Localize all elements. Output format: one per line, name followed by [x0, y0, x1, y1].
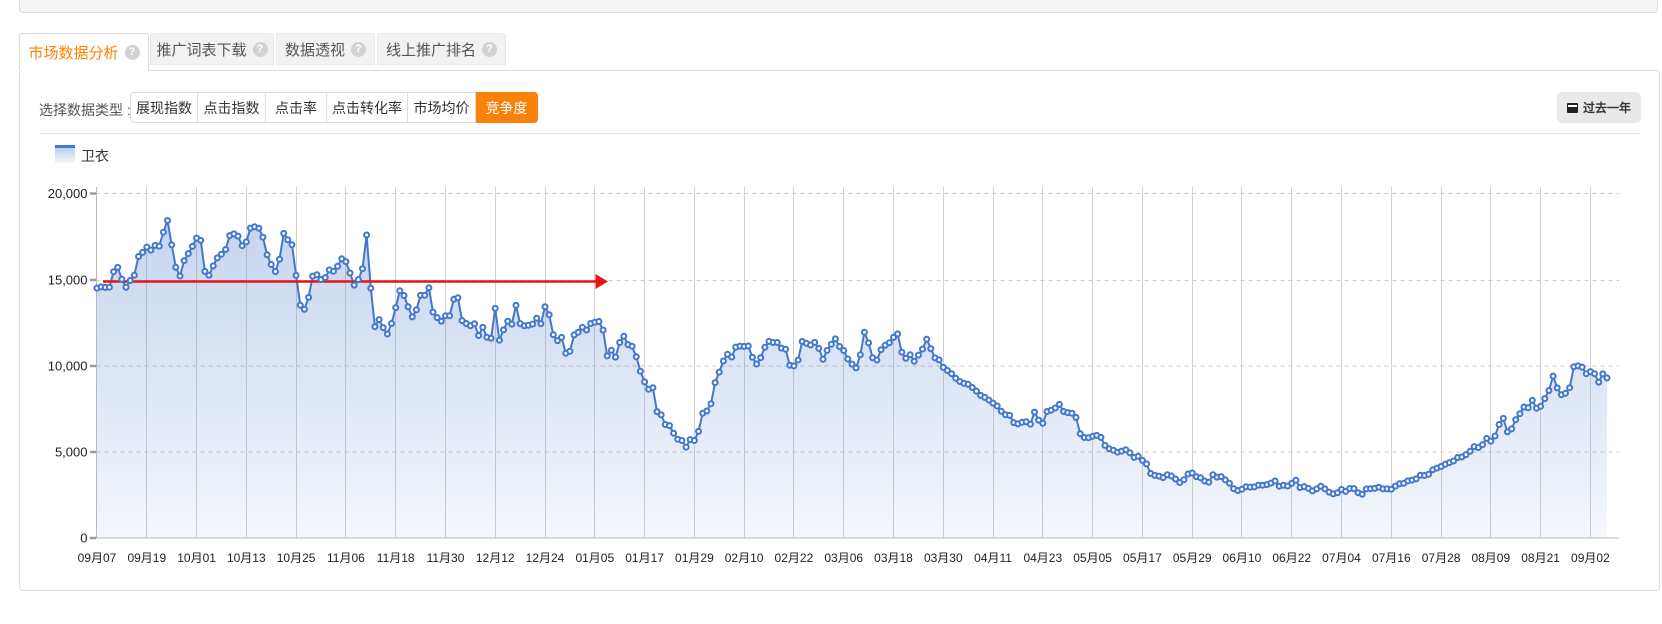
svg-text:08月21: 08月21	[1521, 551, 1560, 565]
svg-text:0: 0	[80, 531, 87, 546]
svg-text:12月24: 12月24	[526, 551, 565, 565]
svg-text:03月06: 03月06	[824, 551, 863, 565]
svg-text:01月05: 01月05	[575, 551, 614, 565]
svg-text:10月13: 10月13	[227, 551, 266, 565]
svg-text:08月09: 08月09	[1471, 551, 1510, 565]
svg-text:05月29: 05月29	[1173, 551, 1212, 565]
svg-text:06月22: 06月22	[1272, 551, 1311, 565]
svg-text:11月18: 11月18	[377, 551, 415, 565]
svg-text:04月11: 04月11	[974, 551, 1012, 565]
svg-text:11月30: 11月30	[427, 551, 465, 565]
svg-text:10,000: 10,000	[48, 359, 88, 374]
svg-text:15,000: 15,000	[48, 273, 88, 288]
svg-text:03月18: 03月18	[874, 551, 913, 565]
svg-text:10月25: 10月25	[277, 551, 316, 565]
svg-text:05月17: 05月17	[1123, 551, 1162, 565]
svg-text:10月01: 10月01	[177, 551, 216, 565]
svg-text:01月29: 01月29	[675, 551, 714, 565]
svg-text:07月04: 07月04	[1322, 551, 1361, 565]
svg-text:12月12: 12月12	[476, 551, 515, 565]
svg-text:02月10: 02月10	[725, 551, 764, 565]
svg-text:02月22: 02月22	[775, 551, 814, 565]
svg-text:01月17: 01月17	[625, 551, 664, 565]
svg-text:03月30: 03月30	[924, 551, 963, 565]
svg-text:09月19: 09月19	[127, 551, 166, 565]
svg-text:06月10: 06月10	[1223, 551, 1262, 565]
svg-text:04月23: 04月23	[1023, 551, 1062, 565]
svg-text:20,000: 20,000	[48, 186, 88, 201]
svg-text:09月07: 09月07	[78, 551, 117, 565]
svg-text:5,000: 5,000	[55, 445, 88, 460]
svg-text:09月02: 09月02	[1571, 551, 1610, 565]
svg-text:05月05: 05月05	[1073, 551, 1112, 565]
svg-text:11月06: 11月06	[327, 551, 365, 565]
svg-text:07月16: 07月16	[1372, 551, 1411, 565]
svg-text:07月28: 07月28	[1422, 551, 1461, 565]
